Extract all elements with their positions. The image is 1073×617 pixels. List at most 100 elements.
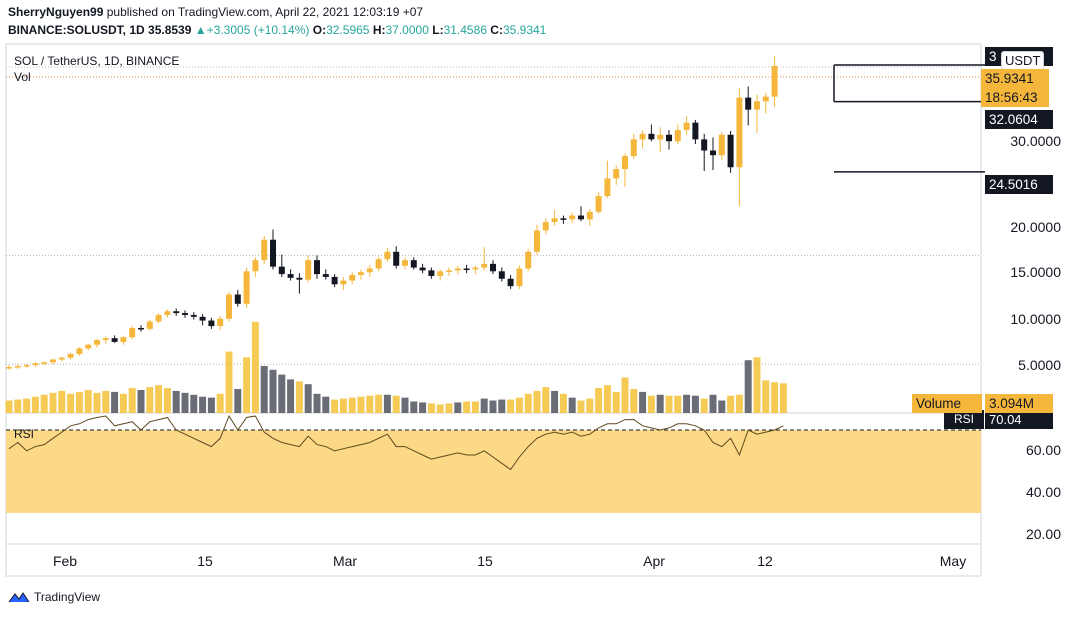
candle-body [754, 101, 760, 110]
candle-body [270, 239, 276, 267]
candle-body [463, 268, 470, 271]
volume-bar [181, 392, 189, 413]
volume-bar [304, 384, 312, 413]
candle-body [217, 318, 224, 327]
candle-body [173, 311, 180, 314]
candle-body [305, 260, 312, 280]
volume-bar [207, 397, 215, 413]
ohlc-line: BINANCE:SOLUSDT, 1D 35.8539 ▲+3.3005 (+1… [8, 23, 546, 37]
volume-bar [577, 400, 585, 413]
volume-bar [322, 396, 330, 413]
candle-body [454, 268, 461, 271]
rsi-tick: 40.00 [1025, 484, 1061, 500]
volume-bar [419, 402, 427, 413]
volume-bar [674, 395, 682, 413]
candle-body [595, 196, 602, 212]
candle-body [551, 218, 558, 223]
candle-body [76, 348, 83, 354]
candle-body [507, 278, 514, 287]
candle-body [331, 276, 338, 285]
volume-bar [463, 401, 471, 413]
volume-bar [251, 321, 259, 413]
volume-bar [260, 365, 268, 413]
candle-body [296, 277, 303, 280]
candle-body [6, 366, 12, 369]
date-tick: 15 [197, 553, 213, 569]
candle-body [314, 260, 320, 275]
volume-bar [480, 398, 488, 413]
volume-bar [727, 395, 735, 413]
candle-body [428, 270, 435, 276]
volume-bar [612, 391, 620, 413]
publish-text: published on TradingView.com, April 22, … [106, 5, 424, 19]
candle-body [534, 230, 540, 252]
volume-bar [383, 394, 391, 413]
candle-body [67, 353, 74, 358]
candle-body [762, 96, 769, 102]
candle-body [14, 366, 21, 368]
volume-bar [40, 394, 48, 413]
candle-body [287, 274, 294, 278]
price-tick: 5.0000 [1018, 357, 1061, 373]
volume-bar [49, 392, 57, 413]
candle-body [657, 134, 664, 140]
volume-bar [498, 399, 506, 413]
volume-bar [410, 401, 418, 413]
candle-body [481, 263, 488, 268]
candle-body [340, 280, 347, 285]
candle-body [490, 263, 496, 272]
candle-body [164, 311, 171, 315]
volume-bar [348, 397, 356, 413]
volume-bar [163, 388, 171, 413]
price-tick: 30.0000 [1010, 133, 1061, 149]
candle-body [58, 357, 65, 360]
high-value: 37.0000 [385, 23, 429, 37]
publish-line: SherryNguyen99 published on TradingView.… [8, 5, 423, 19]
candle-body [622, 156, 628, 170]
candle-body [278, 266, 285, 275]
price-tick: 15.0000 [1010, 264, 1061, 280]
volume-bar [656, 394, 664, 413]
volume-bar [190, 394, 198, 413]
rsi-line [8, 414, 784, 471]
candle-body [498, 271, 505, 279]
candle-body [384, 251, 391, 260]
open-label: O: [312, 23, 327, 37]
candle-body [94, 340, 100, 345]
vol-indicator-label: Vol [14, 70, 31, 84]
volume-bar [31, 396, 39, 413]
currency-label[interactable]: USDT [1001, 51, 1045, 70]
volume-bar [375, 394, 383, 413]
candle-body [138, 327, 144, 330]
candle-body [23, 365, 30, 367]
candle-body [190, 314, 197, 317]
candle-body [683, 122, 690, 131]
date-tick: Feb [52, 553, 78, 569]
candle-body [199, 316, 206, 321]
volume-bar [489, 400, 497, 413]
candle-body [771, 65, 778, 97]
change-value: +3.3005 (+10.14%) [206, 23, 310, 37]
author-name: SherryNguyen99 [8, 5, 104, 19]
volume-bar [128, 388, 136, 413]
volume-bar [278, 374, 286, 413]
candle-body [129, 327, 136, 338]
candle-body [410, 260, 417, 268]
last-price: 35.8539 [148, 23, 192, 37]
volume-bar [357, 396, 365, 413]
candle-body [85, 344, 92, 349]
candle-body [208, 320, 215, 327]
price-tick: 20.0000 [1010, 219, 1061, 235]
volume-bar [84, 389, 92, 413]
volume-bar [366, 395, 374, 413]
volume-bar [269, 369, 277, 413]
volume-bar [172, 390, 180, 413]
candle-body [666, 134, 672, 142]
volume-bar [568, 397, 576, 413]
candle-body [516, 268, 523, 287]
price-tick: 10.0000 [1010, 311, 1061, 327]
volume-bar [524, 393, 532, 413]
current-price-tag: 35.9341 [981, 69, 1049, 88]
footer-brand[interactable]: TradingView [8, 590, 100, 604]
